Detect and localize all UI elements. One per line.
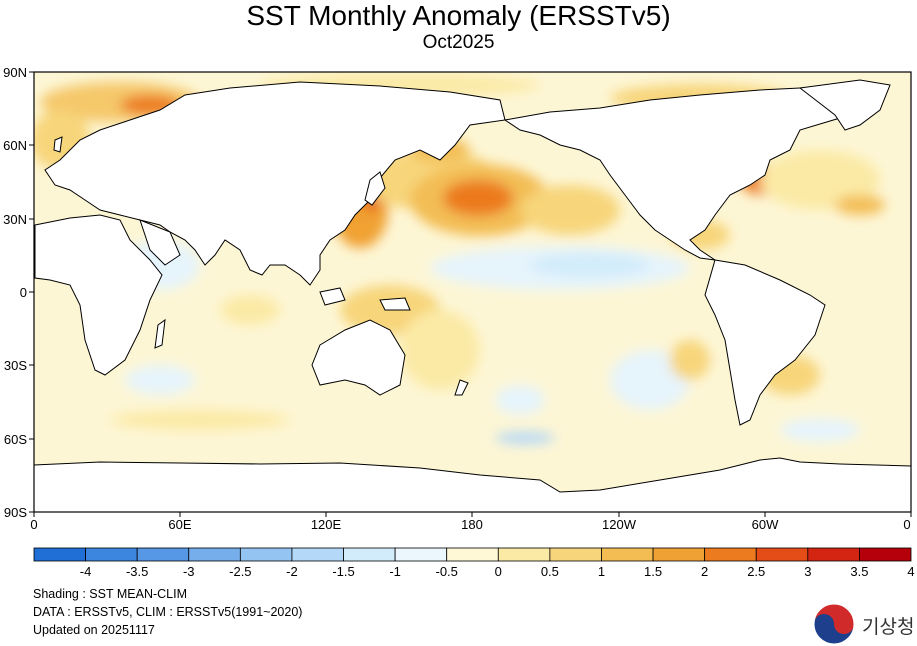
colorbar-label: -1 <box>389 564 401 579</box>
colorbar-swatch <box>239 547 293 562</box>
colorbar-label: -1.5 <box>332 564 354 579</box>
colorbar-label: -0.5 <box>436 564 458 579</box>
colorbar-label: 2 <box>701 564 708 579</box>
y-tick-label: 30N <box>3 212 27 227</box>
y-tick-label: 60S <box>4 432 27 447</box>
colorbar-swatch <box>394 547 448 562</box>
colorbar-swatch <box>85 547 138 562</box>
colorbar-swatch <box>652 547 706 562</box>
colorbar-swatch <box>704 547 757 562</box>
colorbar-swatch <box>807 547 860 562</box>
x-tick-label: 60E <box>168 517 191 532</box>
x-tick-label: 120E <box>311 517 342 532</box>
colorbar-swatch <box>136 547 190 562</box>
footer-data: DATA : ERSSTv5, CLIM : ERSSTv5(1991~2020… <box>33 605 303 619</box>
kma-logo-text: 기상청 <box>862 616 915 638</box>
colorbar-label: -2.5 <box>229 564 251 579</box>
y-tick-label: 90S <box>4 505 27 520</box>
colorbar-swatch <box>188 547 241 562</box>
colorbar-label: 0.5 <box>541 564 559 579</box>
y-tick-label: 90N <box>3 65 27 80</box>
x-tick-label: 0 <box>30 517 37 532</box>
kma-emblem-icon <box>813 603 855 645</box>
colorbar-label: -3 <box>183 564 195 579</box>
footer-shading: Shading : SST MEAN-CLIM <box>33 587 187 601</box>
colorbar-label: -4 <box>80 564 92 579</box>
axis-ticks <box>29 71 912 517</box>
colorbar-swatch <box>601 547 654 562</box>
colorbar-label: 1.5 <box>644 564 662 579</box>
colorbar-swatch <box>755 547 809 562</box>
x-tick-label: 60W <box>752 517 779 532</box>
colorbar-swatch <box>446 547 499 562</box>
x-tick-label: 120W <box>602 517 637 532</box>
colorbar-swatch <box>549 547 602 562</box>
colorbar-label: -2 <box>286 564 298 579</box>
colorbar-label: 3 <box>804 564 811 579</box>
colorbar-label: 1 <box>598 564 605 579</box>
x-tick-label: 0 <box>903 517 910 532</box>
colorbar-swatch <box>497 547 551 562</box>
y-tick-label: 0 <box>20 285 27 300</box>
y-axis-labels: 90N 60N 30N 0 30S 60S 90S <box>3 65 27 520</box>
y-tick-label: 30S <box>4 358 27 373</box>
colorbar-swatch <box>291 547 344 562</box>
colorbar-swatch <box>33 547 86 562</box>
colorbar-swatch <box>859 547 912 562</box>
colorbar <box>33 547 912 562</box>
colorbar-label: -3.5 <box>126 564 148 579</box>
colorbar-label: 0 <box>495 564 502 579</box>
continents <box>33 79 912 513</box>
colorbar-label: 2.5 <box>747 564 765 579</box>
colorbar-labels: -4 -3.5 -3 -2.5 -2 -1.5 -1 -0.5 0 0.5 1 1.5 2 2.5 3 3.5… <box>80 564 915 579</box>
x-tick-label: 180 <box>461 517 483 532</box>
map-subtitle: Oct2025 <box>422 32 495 53</box>
x-axis-labels: 0 60E 120E 180 120W 60W 0 <box>30 517 910 532</box>
footer-updated: Updated on 20251117 <box>33 623 155 637</box>
y-tick-label: 60N <box>3 138 27 153</box>
colorbar-swatch <box>343 547 396 562</box>
map-title: SST Monthly Anomaly (ERSSTv5) <box>246 0 671 31</box>
colorbar-label: 4 <box>907 564 914 579</box>
kma-logo: 기상청 <box>812 602 917 646</box>
colorbar-label: 3.5 <box>850 564 868 579</box>
